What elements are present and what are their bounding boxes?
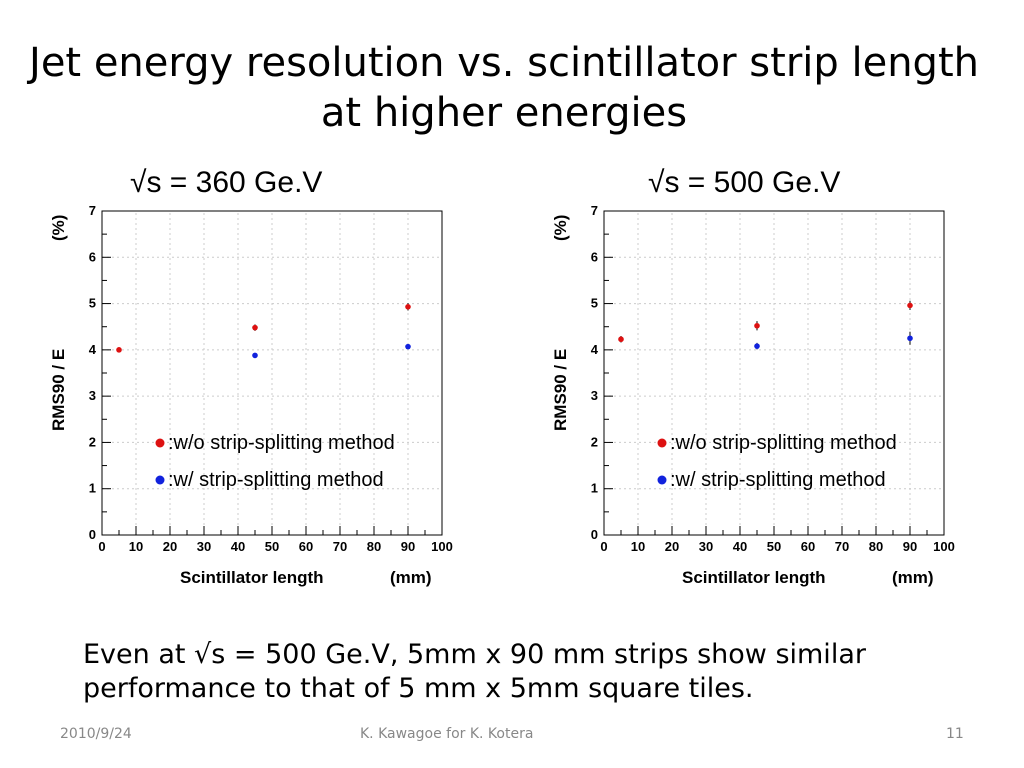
x-tick-label: 70 [835, 539, 849, 554]
legend-marker [155, 475, 165, 485]
y-tick-label: 6 [591, 249, 598, 264]
plot-right: 0 10 20 30 40 50 60 70 80 90 100 0 1 2 3 4 5 6 7 Scintillat… [551, 203, 955, 587]
legend-label: :w/o strip-splitting method [670, 432, 897, 454]
x-tick-label: 70 [333, 539, 347, 554]
plot-left: 0 10 20 30 40 50 60 70 80 90 100 0 1 2 3 4 5 6 7 Scintillat… [49, 203, 453, 587]
y-tick-label: 1 [591, 481, 598, 496]
plot-right-caption: √s = 500 Ge.V [648, 166, 841, 199]
page-number: 11 [946, 726, 964, 742]
legend-label: :w/o strip-splitting method [168, 432, 395, 454]
slide-title-line1: Jet energy resolution vs. scintillator s… [29, 40, 979, 86]
x-tick-label: 40 [231, 539, 245, 554]
x-tick-label: 0 [98, 539, 105, 554]
x-tick-label: 80 [367, 539, 381, 554]
slide-title: Jet energy resolution vs. scintillator s… [0, 38, 1008, 138]
x-tick-label: 100 [431, 539, 453, 554]
x-axis-label: Scintillator length [180, 568, 324, 587]
x-tick-label: 30 [699, 539, 713, 554]
y-tick-label: 7 [89, 203, 96, 218]
x-tick-label: 20 [163, 539, 177, 554]
x-tick-label: 90 [903, 539, 917, 554]
legend-marker [155, 438, 165, 448]
legend-marker [657, 438, 667, 448]
y-tick-label: 1 [89, 481, 96, 496]
slide-title-line2: at higher energies [320, 90, 688, 136]
x-tick-label: 30 [197, 539, 211, 554]
x-tick-label: 20 [665, 539, 679, 554]
data-point [907, 335, 913, 342]
footer-date: 2010/9/24 [60, 726, 132, 742]
x-tick-label: 50 [767, 539, 781, 554]
x-tick-label: 60 [801, 539, 815, 554]
data-point [907, 302, 913, 309]
y-tick-label: 3 [89, 388, 96, 403]
y-tick-label: 0 [89, 527, 96, 542]
x-axis-unit: (mm) [892, 568, 934, 587]
conclusion-text: Even at √s = 500 Ge.V, 5mm x 90 mm strip… [83, 638, 983, 706]
legend-label: :w/ strip-splitting method [670, 469, 886, 491]
x-tick-label: 100 [933, 539, 955, 554]
y-tick-label: 6 [89, 249, 96, 264]
y-tick-label: 5 [89, 296, 96, 311]
y-tick-label: 4 [591, 342, 599, 357]
data-point [116, 347, 122, 353]
y-tick-label: 3 [591, 388, 598, 403]
data-point [252, 352, 258, 359]
x-tick-label: 40 [733, 539, 747, 554]
data-point [405, 304, 411, 310]
x-tick-label: 60 [299, 539, 313, 554]
x-tick-label: 0 [600, 539, 607, 554]
y-axis-label: RMS90 / E [551, 349, 570, 431]
conclusion-line2: performance to that of 5 mm x 5mm square… [83, 673, 754, 704]
legend-label: :w/ strip-splitting method [168, 469, 384, 491]
x-tick-label: 50 [265, 539, 279, 554]
x-tick-label: 10 [129, 539, 143, 554]
x-axis-label: Scintillator length [682, 568, 826, 587]
data-point [618, 336, 624, 343]
x-tick-label: 10 [631, 539, 645, 554]
y-axis-unit: (%) [551, 215, 570, 241]
y-tick-label: 0 [591, 527, 598, 542]
plot-left-caption: √s = 360 Ge.V [130, 166, 323, 199]
data-point [405, 343, 411, 350]
conclusion-line1: Even at √s = 500 Ge.V, 5mm x 90 mm strip… [83, 639, 866, 670]
y-axis-label: RMS90 / E [49, 349, 68, 431]
y-tick-label: 2 [89, 434, 96, 449]
x-axis-unit: (mm) [390, 568, 432, 587]
y-tick-label: 7 [591, 203, 598, 218]
y-tick-label: 2 [591, 434, 598, 449]
data-point [252, 324, 258, 331]
x-tick-label: 90 [401, 539, 415, 554]
legend-marker [657, 475, 667, 485]
data-point [754, 343, 760, 349]
footer-author: K. Kawagoe for K. Kotera [360, 726, 534, 742]
y-tick-label: 4 [89, 342, 97, 357]
y-axis-unit: (%) [49, 215, 68, 241]
x-tick-label: 80 [869, 539, 883, 554]
data-point [754, 322, 760, 329]
y-tick-label: 5 [591, 296, 598, 311]
